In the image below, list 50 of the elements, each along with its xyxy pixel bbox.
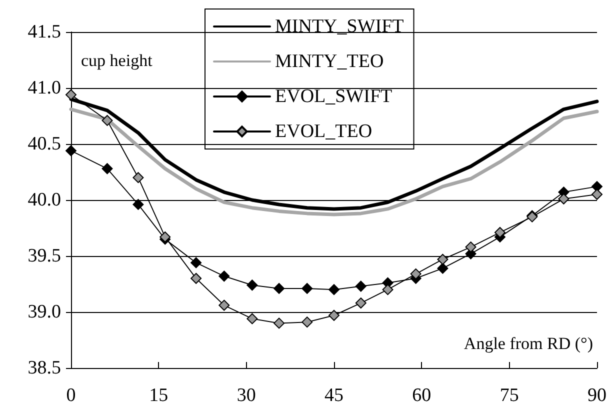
annotation: cup height [81, 51, 153, 70]
legend-label: EVOL_SWIFT [275, 86, 393, 107]
x-tick-label: 90 [588, 385, 606, 406]
point [410, 268, 422, 280]
point [190, 272, 202, 284]
point [494, 226, 506, 238]
point [302, 282, 313, 294]
point [218, 300, 230, 311]
point [382, 284, 394, 296]
point [328, 310, 340, 321]
x-tick-label: 75 [500, 385, 519, 406]
point [160, 231, 171, 242]
point [218, 270, 230, 282]
point [328, 284, 340, 296]
legend-label: EVOL_TEO [275, 121, 372, 142]
y-tick-label: 40.0 [28, 190, 61, 210]
line-series [69, 108, 599, 216]
point [66, 145, 76, 156]
point [355, 298, 366, 309]
y-tick-label: 41.0 [28, 78, 61, 98]
y-tick-label: 41.5 [28, 22, 61, 42]
point [246, 280, 258, 291]
y-tick-label: 38.5 [28, 358, 61, 378]
point [190, 257, 202, 268]
x-axis-title: Angle from RD (°) [464, 334, 593, 353]
legend-label: MINTY_TEO [275, 51, 384, 72]
point [437, 262, 448, 274]
point [274, 318, 285, 329]
point [302, 316, 313, 328]
x-tick-label: 45 [324, 385, 344, 406]
point [558, 193, 570, 204]
x-tick-label: 60 [412, 385, 432, 406]
x-tick-label: 15 [149, 385, 168, 406]
y-tick-label: 40.5 [28, 134, 61, 154]
point [437, 254, 448, 265]
point [592, 188, 602, 200]
point [66, 89, 76, 100]
y-tick-label: 39.5 [28, 246, 61, 266]
point [102, 163, 113, 174]
x-tick-label: 0 [66, 385, 76, 406]
point [355, 280, 366, 292]
point [465, 242, 476, 253]
point [132, 172, 144, 184]
y-tick-label: 39.0 [28, 302, 61, 322]
x-tick-label: 30 [236, 385, 256, 406]
legend-label: MINTY_SWIFT [275, 16, 404, 37]
point [102, 114, 113, 126]
point [132, 198, 144, 210]
point [274, 282, 285, 294]
point [246, 313, 258, 324]
